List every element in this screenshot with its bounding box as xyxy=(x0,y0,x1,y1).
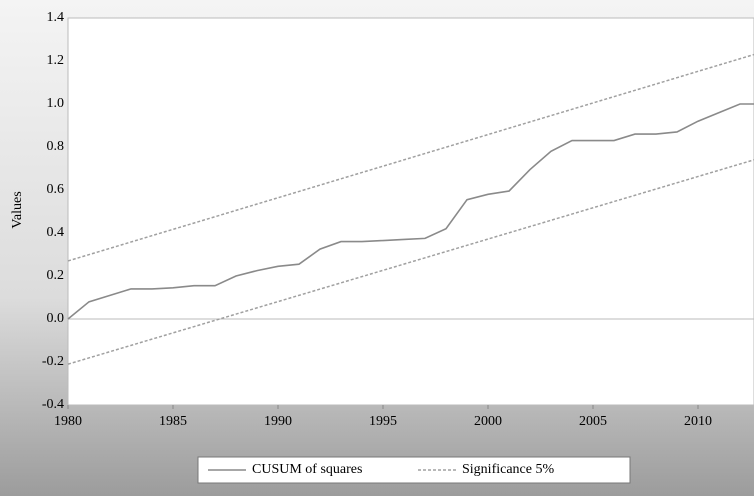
y-tick-label: 1.4 xyxy=(47,10,65,25)
x-tick-label: 1990 xyxy=(264,414,292,429)
x-tick-label: 1985 xyxy=(159,414,187,429)
y-tick-label: 0.0 xyxy=(47,311,65,326)
plot-area xyxy=(67,17,754,406)
series-line xyxy=(67,159,754,365)
series-line xyxy=(67,103,754,320)
y-tick-label: 1.2 xyxy=(47,53,65,68)
legend xyxy=(197,456,631,484)
x-tick-label: 2000 xyxy=(474,414,502,429)
y-tick-label: 1.0 xyxy=(47,96,65,111)
y-tick-label: -0.4 xyxy=(42,397,64,412)
x-tick-label: 1980 xyxy=(54,414,82,429)
legend-label: CUSUM of squares xyxy=(252,462,362,477)
y-tick-label: 0.2 xyxy=(47,268,65,283)
series-line xyxy=(67,53,754,262)
y-tick-label: -0.2 xyxy=(42,354,64,369)
x-tick-label: 2010 xyxy=(684,414,712,429)
x-tick-label: 2005 xyxy=(579,414,607,429)
y-tick-label: 0.4 xyxy=(47,225,65,240)
y-axis-label: Values xyxy=(10,191,25,228)
legend-label: Significance 5% xyxy=(462,462,554,477)
x-tick-label: 1995 xyxy=(369,414,397,429)
y-tick-label: 0.6 xyxy=(47,182,65,197)
y-tick-label: 0.8 xyxy=(47,139,65,154)
